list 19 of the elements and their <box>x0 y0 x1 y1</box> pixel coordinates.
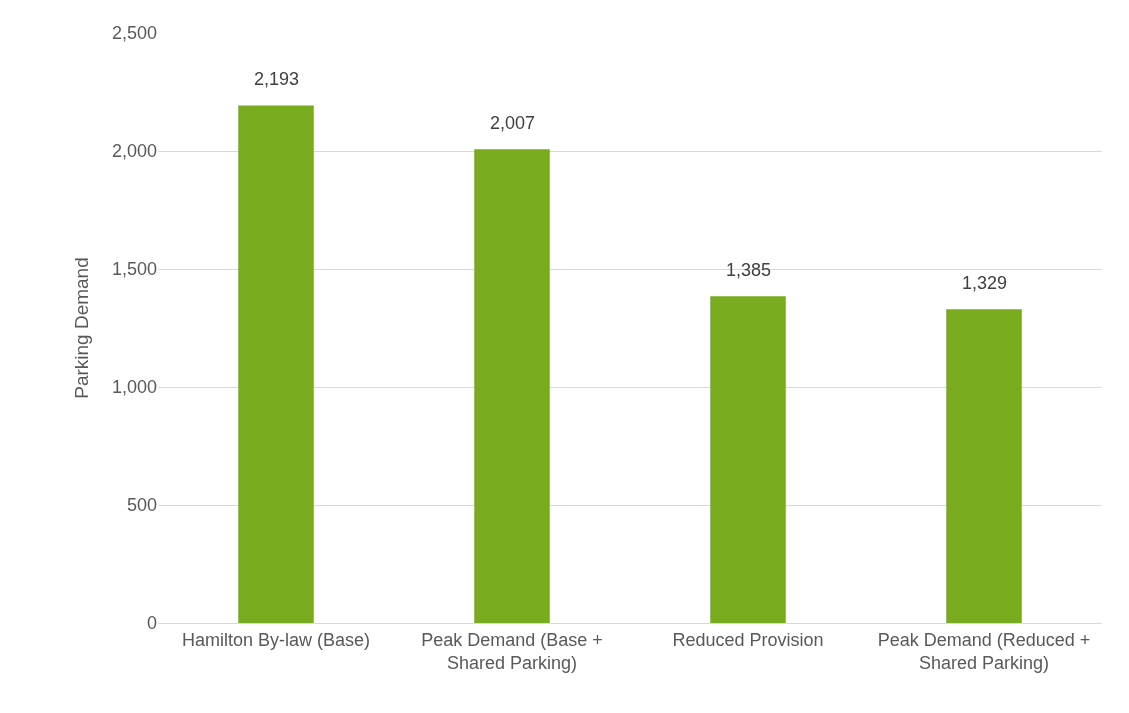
data-label: 2,193 <box>254 69 300 89</box>
data-label: 1,385 <box>726 260 772 280</box>
x-tick-label: Reduced Provision <box>672 629 824 650</box>
bar <box>710 296 786 623</box>
data-label: 1,329 <box>962 273 1008 293</box>
data-label: 2,007 <box>490 113 536 133</box>
y-tick-label: 500 <box>126 495 157 516</box>
y-tick-label: 1,000 <box>111 377 157 398</box>
y-tick-label: 0 <box>146 613 157 634</box>
x-tick-label: Peak Demand (Reduced + Shared Parking) <box>877 629 1091 673</box>
y-tick-label: 1,500 <box>111 259 157 280</box>
y-tick-label: 2,000 <box>111 141 157 162</box>
bar <box>238 105 314 623</box>
bar <box>474 149 550 623</box>
y-axis-title: Parking Demand <box>70 257 92 399</box>
bar <box>946 309 1022 623</box>
y-tick-label: 2,500 <box>111 23 157 44</box>
x-tick-label: Hamilton By-law (Base) <box>181 629 371 650</box>
x-tick-label: Peak Demand (Base + Shared Parking) <box>421 629 603 673</box>
